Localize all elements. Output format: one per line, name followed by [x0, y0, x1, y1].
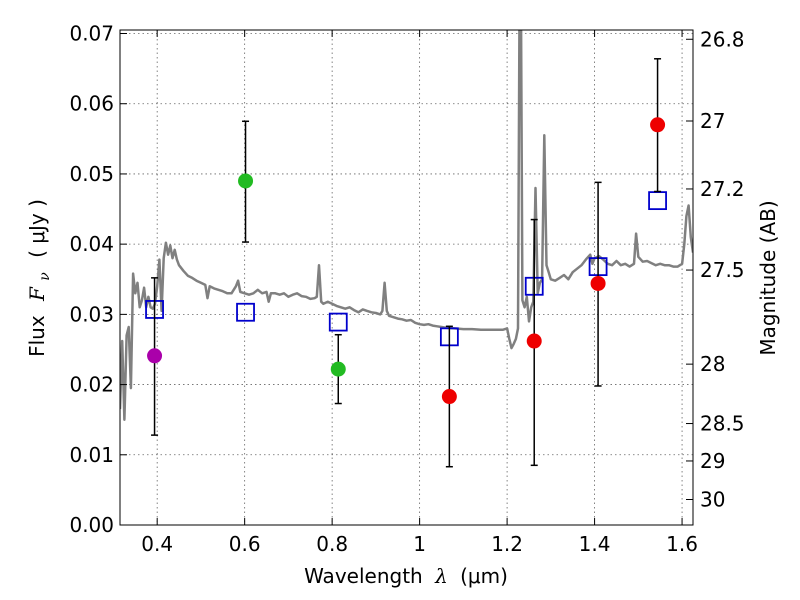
y-tick-label: 0.00 [69, 513, 114, 537]
y2-tick-label: 28 [700, 352, 725, 376]
y2-tick-label: 30 [700, 488, 725, 512]
observed-flux-point [330, 361, 346, 377]
y-axis-unit: ( μJy ) [25, 199, 49, 258]
plot-frame [119, 29, 694, 526]
spectrum-layer [120, 30, 693, 421]
x-tick-label: 0.4 [141, 532, 173, 556]
observed-flux-point [526, 333, 542, 349]
y-axis-symbol-sub: ν [37, 272, 53, 281]
y2-tick-label: 28.5 [700, 412, 745, 436]
y-axis-title-text: Flux [25, 315, 49, 357]
y-tick-label: 0.05 [69, 162, 114, 186]
model-photometry-marker [236, 302, 255, 322]
x-axis-title-text: Wavelength [304, 564, 423, 588]
x-axis-title: Wavelength λ (μm) [304, 564, 508, 588]
y-axis-title: Flux F ν ( μJy ) [25, 199, 54, 357]
x-axis-symbol: λ [434, 564, 448, 588]
y-tick-label: 0.06 [69, 92, 114, 116]
y-tick-label: 0.01 [69, 443, 114, 467]
x-tick-label: 0.6 [229, 532, 261, 556]
observed-flux-point [238, 173, 254, 189]
y-tick-label: 0.07 [69, 22, 114, 46]
y2-tick-label: 27.2 [700, 177, 745, 201]
y-tick-label: 0.04 [69, 232, 114, 256]
x-tick-label: 1 [413, 532, 426, 556]
grid [120, 30, 693, 526]
x-tick-label: 1.6 [666, 532, 698, 556]
x-tick-label: 1.4 [579, 532, 611, 556]
ticks-layer: 0.4 0.6 0.8 1 1.2 1.4 1.6 0.00 0.01 0.02 0.03 0.04 0… [69, 22, 744, 556]
y-tick-label: 0.03 [69, 302, 114, 326]
observed-flux-point [147, 348, 163, 364]
x-axis-unit: (μm) [460, 564, 508, 588]
observed-flux-point [650, 117, 666, 133]
observed-flux-point [441, 389, 457, 405]
y2-tick-label: 27.5 [700, 258, 745, 282]
model-photometry-marker [328, 312, 348, 332]
observed-flux-point [590, 275, 606, 291]
y-axis-symbol: F [25, 286, 49, 302]
points-layer [145, 58, 667, 468]
model-spectrum-line [120, 30, 693, 421]
y2-tick-label: 29 [700, 449, 725, 473]
y2-axis-title: Magnitude (AB) [756, 200, 780, 355]
y2-tick-label: 27 [700, 109, 725, 133]
y2-tick-label: 26.8 [700, 27, 745, 51]
model-photometry-marker [648, 191, 667, 211]
x-tick-label: 0.8 [316, 532, 348, 556]
x-tick-label: 1.2 [491, 532, 523, 556]
y-tick-label: 0.02 [69, 373, 114, 397]
